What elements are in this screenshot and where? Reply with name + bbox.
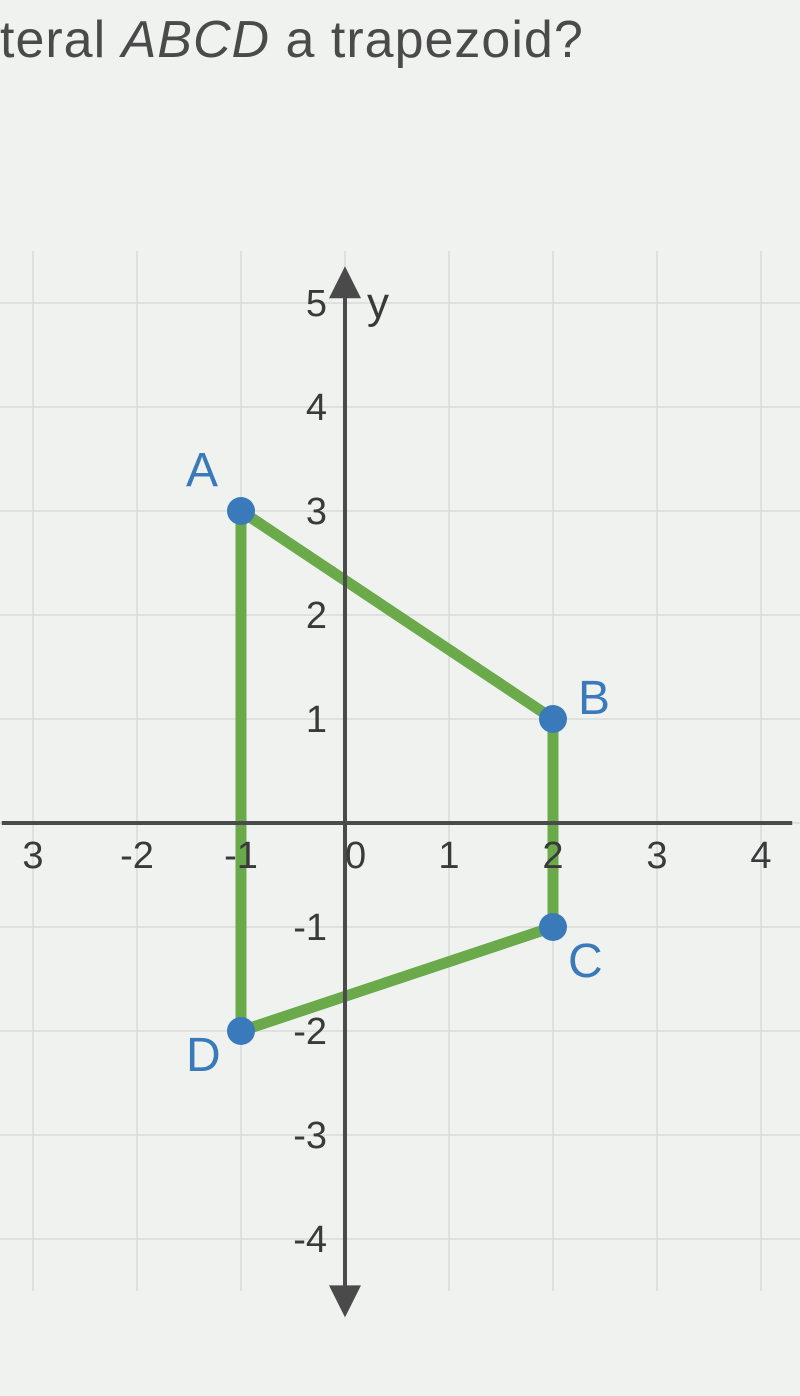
x-tick-label: 3 — [646, 835, 667, 877]
y-tick-label: 1 — [306, 699, 327, 741]
y-tick-label: -3 — [293, 1115, 327, 1157]
vertex-label-a: A — [186, 444, 218, 497]
x-tick-label: 2 — [542, 835, 563, 877]
arrow-up-icon — [329, 266, 361, 298]
arrow-down-icon — [329, 1285, 361, 1317]
coordinate-chart: 3 -2 -1 0 1 2 3 4 -4 -3 -2 -1 1 2 3 4 5y A B C D — [0, 130, 800, 1396]
y-tick-label: 2 — [306, 595, 327, 637]
q-italic: ABCD — [122, 11, 270, 69]
x-tick-label: 0 — [345, 835, 366, 877]
y-tick-label: -4 — [293, 1219, 327, 1261]
question-text: teral ABCD a trapezoid? — [0, 10, 584, 70]
x-tick-label: 1 — [438, 835, 459, 877]
q-part2: a trapezoid? — [270, 11, 584, 69]
y-tick-label: 4 — [306, 387, 327, 429]
vertex-point-d — [227, 1017, 255, 1045]
vertex-label-b: B — [578, 672, 610, 725]
x-tick-label: -2 — [120, 835, 154, 877]
vertex-label-c: C — [568, 935, 603, 988]
vertex-point-a — [227, 497, 255, 525]
y-axis-label: y — [367, 279, 389, 328]
y-tick-label: 5 — [306, 283, 327, 325]
y-tick-label: 3 — [306, 491, 327, 533]
chart-svg: 3 -2 -1 0 1 2 3 4 -4 -3 -2 -1 1 2 3 4 5y A B C D — [0, 130, 800, 1396]
x-tick-label: -1 — [224, 835, 258, 877]
x-tick-label: 4 — [750, 835, 771, 877]
trapezoid-polygon — [241, 511, 553, 1031]
q-part1: teral — [0, 11, 122, 69]
vertex-label-d: D — [186, 1029, 221, 1082]
y-tick-label: -2 — [293, 1011, 327, 1053]
x-tick-label: 3 — [22, 835, 43, 877]
vertex-point-c — [539, 913, 567, 941]
vertex-point-b — [539, 705, 567, 733]
y-tick-label: -1 — [293, 907, 327, 949]
